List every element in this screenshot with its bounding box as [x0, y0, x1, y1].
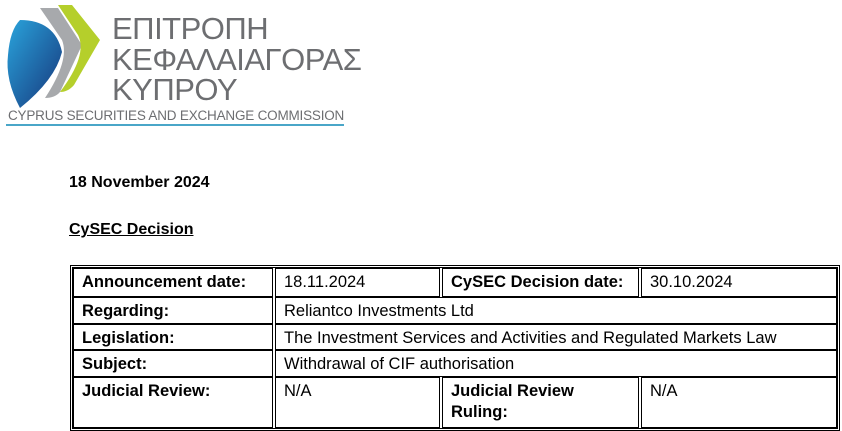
decision-table: Announcement date: 18.11.2024 CySEC Deci…	[70, 265, 840, 431]
logo-english-name: CYPRUS SECURITIES AND EXCHANGE COMMISSIO…	[8, 108, 345, 123]
subject-label: Subject:	[73, 350, 273, 377]
judicial-ruling-label: Judicial Review Ruling:	[442, 377, 639, 428]
announcement-date-label: Announcement date:	[73, 268, 273, 297]
decision-date-label: CySEC Decision date:	[442, 268, 639, 297]
legislation-value: The Investment Services and Activities a…	[275, 324, 837, 350]
judicial-ruling-value: N/A	[641, 377, 837, 428]
logo-greek-line-3: ΚΥΠΡΟΥ	[112, 72, 238, 107]
document-date: 18 November 2024	[69, 174, 210, 191]
document-heading: CySEC Decision	[69, 221, 194, 238]
logo-underline	[6, 124, 344, 126]
chevron-logo-icon	[7, 5, 100, 108]
logo-greek-line-2: ΚΕΦΑΛΑΙΑΓΟΡΑΣ	[112, 42, 362, 77]
judicial-review-value: N/A	[275, 377, 440, 428]
cysec-logo: ΕΠΙΤΡΟΠΗ ΚΕΦΑΛΑΙΑΓΟΡΑΣ ΚΥΠΡΟΥ CYPRUS SEC…	[0, 0, 362, 130]
regarding-label: Regarding:	[73, 297, 273, 324]
judicial-review-label: Judicial Review:	[73, 377, 273, 428]
legislation-label: Legislation:	[73, 324, 273, 350]
regarding-value: Reliantco Investments Ltd	[275, 297, 837, 324]
announcement-date-value: 18.11.2024	[275, 268, 440, 297]
decision-date-value: 30.10.2024	[641, 268, 837, 297]
subject-value: Withdrawal of CIF authorisation	[275, 350, 837, 377]
logo-greek-line-1: ΕΠΙΤΡΟΠΗ	[112, 11, 269, 46]
